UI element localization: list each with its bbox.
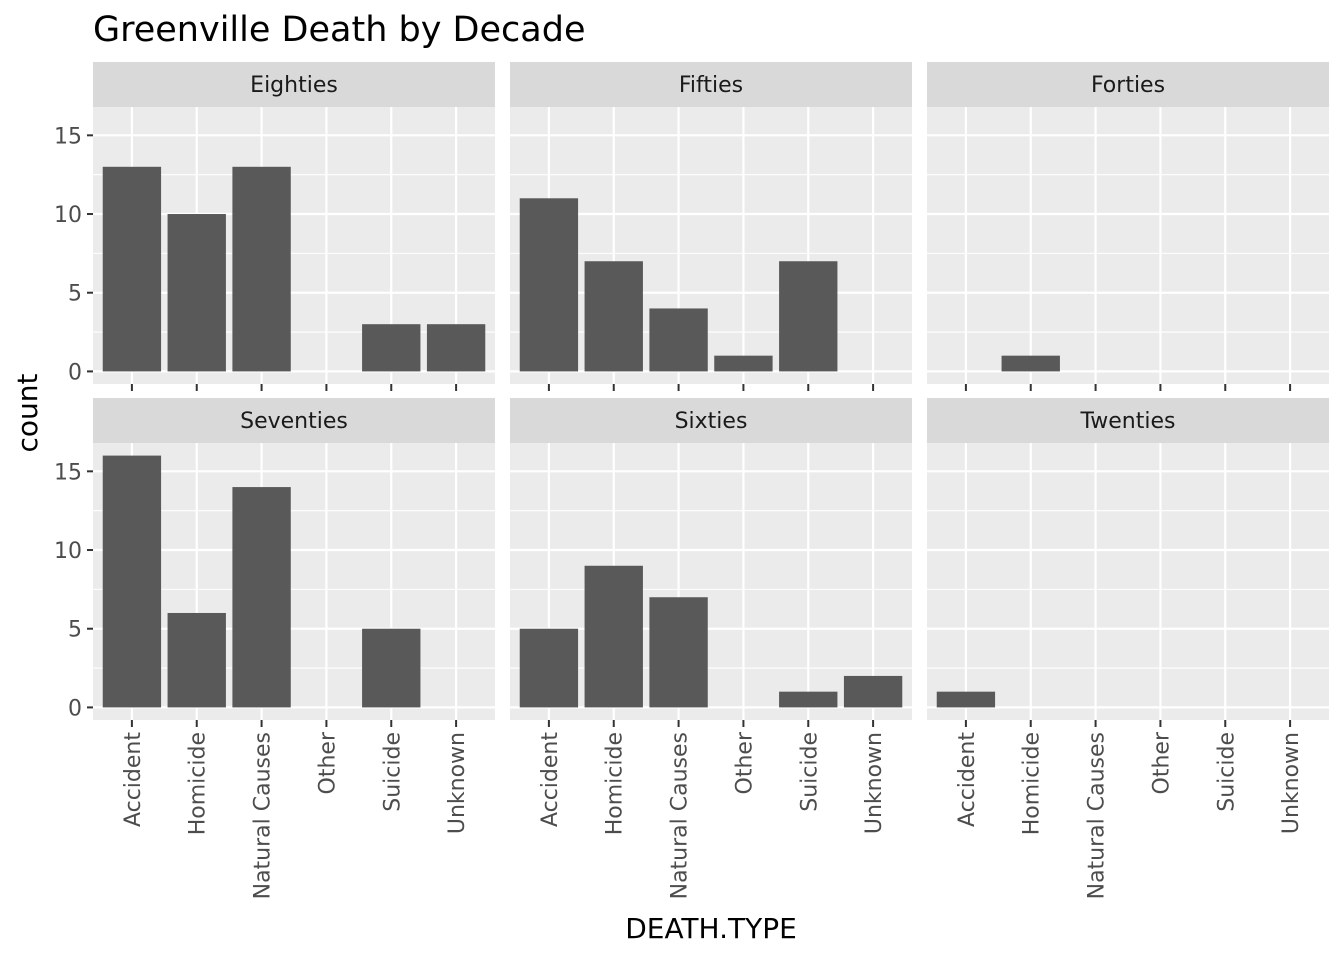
x-tick-label-unknown: Unknown [1279, 732, 1304, 834]
bar-sixties-natural-causes [649, 597, 708, 708]
x-tick-label-accident: Accident [955, 732, 980, 827]
x-axis-title: DEATH.TYPE [625, 912, 797, 945]
bar-seventies-homicide [167, 612, 226, 708]
facet-strip-twenties [927, 398, 1329, 443]
bar-sixties-unknown [843, 675, 903, 708]
y-tick-label: 10 [54, 539, 82, 564]
bar-eighties-accident [102, 166, 162, 372]
x-tick-label-suicide: Suicide [1214, 732, 1239, 812]
y-tick-label: 15 [54, 460, 82, 485]
facet-panels: Eighties 0 5 10 15 Fifties Forties Seventies 0 5 1… [54, 62, 1329, 899]
bar-fifties-other [714, 355, 773, 372]
facet-strip-eighties [93, 62, 495, 107]
facet-label-twenties: Twenties [1079, 409, 1175, 434]
y-tick-label: 0 [68, 360, 82, 385]
y-tick-label: 0 [68, 696, 82, 721]
facet-strip-forties [927, 62, 1329, 107]
bar-sixties-accident [519, 628, 579, 708]
x-tick-label-natural-causes: Natural Causes [668, 732, 693, 899]
x-tick-label-homicide: Homicide [603, 732, 628, 835]
x-tick-label-natural-causes: Natural Causes [1085, 732, 1110, 899]
facet-seventies: Seventies 0 5 10 15 Accident Homicide Natural C… [54, 398, 495, 899]
bar-eighties-unknown [426, 324, 486, 372]
y-axis-title: count [11, 373, 44, 452]
bar-forties-homicide [1001, 355, 1060, 372]
x-tick-label-suicide: Suicide [797, 732, 822, 812]
y-tick-label: 5 [68, 618, 82, 643]
y-tick-label: 15 [54, 124, 82, 149]
facet-label-fifties: Fifties [679, 73, 743, 98]
y-tick-label: 5 [68, 282, 82, 307]
bar-seventies-suicide [362, 628, 421, 708]
bar-fifties-accident [519, 198, 579, 372]
y-tick-label: 10 [54, 203, 82, 228]
bar-eighties-homicide [167, 214, 226, 372]
x-tick-label-other: Other [1149, 731, 1174, 794]
facet-label-forties: Forties [1091, 73, 1165, 98]
x-tick-label-homicide: Homicide [1020, 732, 1045, 835]
facet-sixties: Sixties Accident Homicide Natural Causes Oth… [510, 398, 912, 899]
x-tick-label-other: Other [315, 731, 340, 794]
facet-fifties: Fifties [510, 62, 912, 391]
bar-sixties-suicide [779, 691, 838, 708]
facet-strip-seventies [93, 398, 495, 443]
x-tick-label-accident: Accident [538, 732, 563, 827]
facet-strip-sixties [510, 398, 912, 443]
bar-sixties-homicide [584, 565, 643, 708]
facet-label-sixties: Sixties [675, 409, 748, 434]
facet-twenties: Twenties Accident Homicide Natural Causes Ot… [927, 398, 1329, 899]
chart-title: Greenville Death by Decade [93, 10, 585, 50]
bar-fifties-homicide [584, 261, 643, 372]
facet-forties: Forties [927, 62, 1329, 391]
x-tick-label-unknown: Unknown [445, 732, 470, 834]
facet-label-eighties: Eighties [250, 73, 338, 98]
panel-background-forties [927, 107, 1329, 384]
panel-background-twenties [927, 443, 1329, 720]
facet-strip-fifties [510, 62, 912, 107]
bar-twenties-accident [936, 691, 996, 708]
bar-fifties-natural-causes [649, 308, 708, 372]
facet-label-seventies: Seventies [240, 409, 348, 434]
x-tick-label-natural-causes: Natural Causes [251, 732, 276, 899]
bar-fifties-suicide [779, 261, 838, 372]
bar-eighties-suicide [362, 324, 421, 372]
bar-seventies-natural-causes [232, 487, 291, 708]
x-tick-label-unknown: Unknown [862, 732, 887, 834]
x-tick-label-suicide: Suicide [380, 732, 405, 812]
bar-seventies-accident [102, 455, 162, 708]
bar-eighties-natural-causes [232, 166, 291, 372]
x-tick-label-accident: Accident [121, 732, 146, 827]
x-tick-label-other: Other [732, 731, 757, 794]
x-tick-label-homicide: Homicide [186, 732, 211, 835]
facet-eighties: Eighties 0 5 10 15 [54, 62, 495, 391]
